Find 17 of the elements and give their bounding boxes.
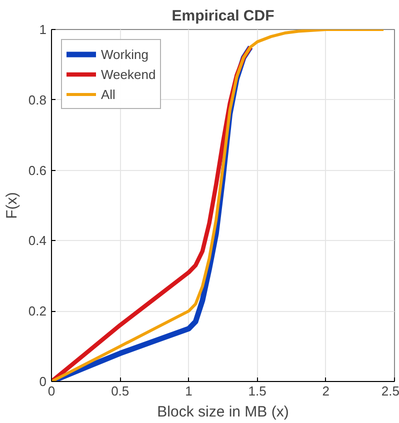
x-axis-title: Block size in MB (x) [157,404,289,420]
y-tick-label: 1 [39,22,47,37]
y-tick-label: 0.6 [28,162,47,178]
legend-label: Weekend [101,66,156,82]
x-tick-label: 2 [322,384,330,398]
chart-title: Empirical CDF [172,8,274,24]
legend-label: All [101,86,116,102]
legend-label: Working [101,46,148,62]
x-tick-label: 0.5 [111,384,130,398]
x-tick-label: 1 [185,384,192,398]
x-tick-label: 1.5 [248,384,266,398]
y-tick-label: 0.8 [28,92,47,108]
y-tick-label: 0 [39,374,47,389]
y-tick-label: 0.4 [28,233,47,248]
y-tick-label: 0.2 [28,304,47,319]
y-axis-title: F(x) [3,192,20,219]
x-tick-label: 2.5 [381,384,399,398]
